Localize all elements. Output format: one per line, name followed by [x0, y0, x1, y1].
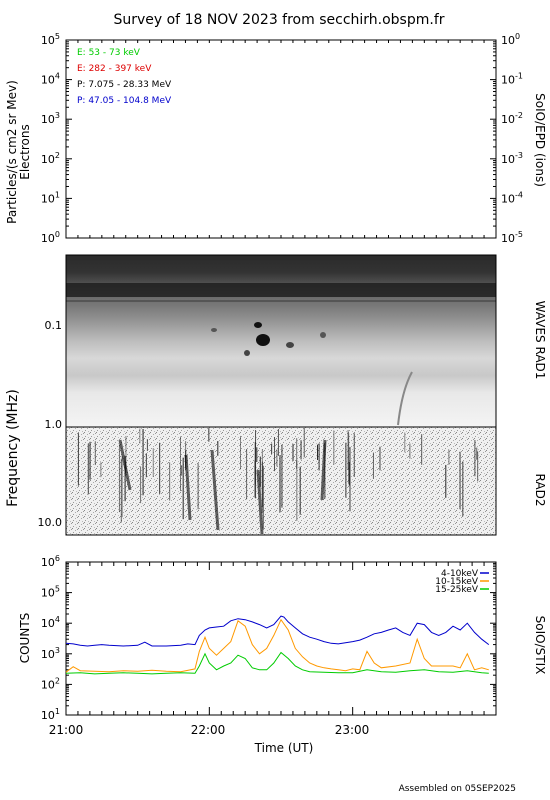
x-tick-2300: 23:00 [335, 723, 370, 737]
rad1-spectrogram [66, 255, 496, 427]
waves-rad2-label: RAD2 [533, 474, 547, 507]
stix-legend-4-10: 4-10keV [441, 569, 479, 579]
rad2-burst [210, 449, 220, 531]
x-tick-2100: 21:00 [49, 723, 84, 737]
epd-left-tick-label: 105 [41, 32, 60, 47]
waves-y-ticks: 0.1 1.0 10.0 [38, 319, 63, 529]
stix-y-tick-label: 106 [41, 554, 60, 569]
epd-legend-e2: E: 282 - 397 keV [77, 64, 152, 74]
stix-y-tick-labels: 101 102 103 104 105 106 [41, 554, 60, 722]
x-tick-2200: 22:00 [191, 723, 226, 737]
epd-right-tick-label: 100 [501, 32, 520, 47]
stix-legend: 4-10keV 10-15keV 15-25keV [435, 569, 489, 595]
stix-y-tick-label: 105 [41, 585, 60, 600]
epd-legend-p2: P: 47.05 - 104.8 MeV [77, 96, 172, 106]
waves-y-axis-label: Frequency (MHz) [5, 389, 21, 507]
epd-right-tick-label: 10-4 [501, 190, 523, 205]
rad1-line [66, 300, 496, 302]
epd-left-tick-labels: 100 101 102 103 104 105 [41, 32, 60, 245]
epd-left-tick-label: 104 [41, 72, 60, 87]
epd-minor-ticks [65, 39, 497, 239]
waves-tick-01: 0.1 [45, 319, 63, 332]
stix-right-label: SoIO/STIX [533, 616, 547, 675]
stix-series-line-1 [65, 618, 489, 673]
epd-left-tick-label: 102 [41, 151, 60, 166]
epd-left-tick-label: 100 [41, 230, 60, 245]
stix-y-tick-label: 103 [41, 646, 60, 661]
waves-plot-frame [65, 254, 497, 536]
epd-legend-p1: P: 7.075 - 28.33 MeV [77, 80, 172, 90]
stix-x-ticks: 21:00 22:00 23:00 [49, 723, 370, 737]
rad2-spectrogram [66, 427, 496, 535]
epd-left-tick-label: 101 [41, 190, 60, 205]
epd-y-axis-label: Particles/(s cm2 sr Mev) [5, 80, 19, 224]
rad2-stripes [77, 427, 479, 535]
stix-series [65, 615, 490, 675]
waves-rad1-label: WAVES RAD1 [533, 301, 547, 380]
rad1-burst [211, 322, 326, 356]
epd-right-tick-label: 10-1 [501, 72, 523, 87]
epd-right-tick-labels: 10-5 10-4 10-3 10-2 10-1 100 [501, 32, 523, 245]
rad2-burst [118, 439, 132, 491]
rad2-burst [184, 454, 192, 521]
stix-legend-10-15: 10-15keV [435, 577, 479, 587]
x-axis-label: Time (UT) [254, 741, 314, 755]
waves-tick-10: 10.0 [38, 516, 63, 529]
stix-y-tick-label: 102 [41, 676, 60, 691]
stix-y-tick-label: 101 [41, 707, 60, 722]
stix-plot-frame [65, 561, 497, 716]
page-title: Survey of 18 NOV 2023 from secchirh.obsp… [113, 12, 444, 28]
waves-tick-1: 1.0 [45, 418, 63, 431]
stix-series-line-0 [65, 615, 490, 647]
epd-right-tick-label: 10-3 [501, 151, 523, 166]
stix-minor-ticks [65, 561, 497, 716]
epd-y-axis-label-2: Electrons [18, 124, 32, 179]
rad1-type3-track [397, 371, 413, 426]
waves-panel: 0.1 1.0 10.0 Frequency (MHz) WAVES RAD1 … [5, 254, 547, 536]
rad2-burst [256, 469, 264, 535]
stix-panel: 101 102 103 104 105 106 COUNTS SoIO/STIX 4-10… [18, 554, 547, 755]
epd-left-tick-label: 103 [41, 111, 60, 126]
epd-right-label: SoIO/EPD (ions) [533, 93, 547, 187]
stix-legend-15-25: 15-25keV [435, 585, 479, 595]
rad1-dark-band [66, 283, 496, 297]
stix-series-line-2 [65, 651, 489, 675]
rad2-burst [320, 439, 327, 501]
stix-y-axis-label: COUNTS [18, 613, 32, 664]
assembled-note: Assembled on 05SEP2025 [399, 784, 516, 794]
epd-legend-e1: E: 53 - 73 keV [77, 48, 141, 58]
epd-legend: E: 53 - 73 keV E: 282 - 397 keV P: 7.075… [77, 48, 172, 106]
stix-y-tick-label: 104 [41, 615, 60, 630]
epd-right-tick-label: 10-5 [501, 230, 523, 245]
epd-right-tick-label: 10-2 [501, 111, 523, 126]
